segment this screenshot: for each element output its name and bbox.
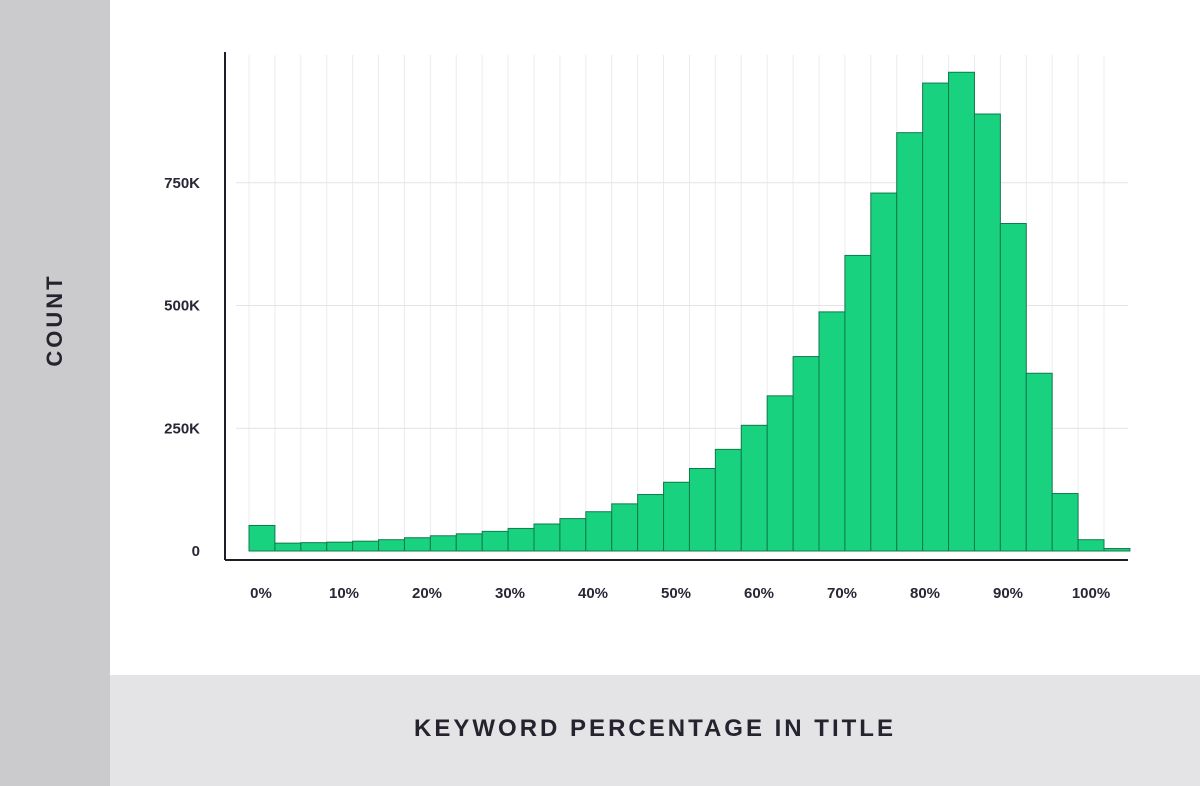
histogram-bar xyxy=(1051,493,1079,552)
x-tick-label: 90% xyxy=(993,585,1023,602)
y-tick-label: 500K xyxy=(164,298,200,315)
x-tick-label: 0% xyxy=(250,585,272,602)
histogram-bar xyxy=(429,535,457,552)
y-tick-label: 250K xyxy=(164,420,200,437)
histogram-bar xyxy=(507,527,535,552)
y-tick-label: 0 xyxy=(192,543,200,560)
histogram-bar xyxy=(585,511,613,552)
histogram-bar xyxy=(714,448,742,552)
x-tick-label: 20% xyxy=(412,585,442,602)
histogram-bar xyxy=(611,503,639,552)
x-tick-label: 80% xyxy=(910,585,940,602)
histogram-bar xyxy=(559,518,587,552)
histogram-bar xyxy=(766,395,794,552)
histogram-bar xyxy=(1025,372,1053,552)
y-axis-label-panel: COUNT xyxy=(0,0,110,786)
histogram-bar xyxy=(274,542,302,552)
x-tick-label: 60% xyxy=(744,585,774,602)
histogram-bar xyxy=(1103,548,1131,552)
histogram-bar xyxy=(999,223,1027,552)
histogram-bar xyxy=(326,541,354,552)
histogram-bar xyxy=(352,540,380,552)
bars xyxy=(248,71,1131,552)
histogram-bar xyxy=(663,481,690,552)
axes xyxy=(224,52,1128,561)
histogram-bar xyxy=(637,494,665,552)
histogram-bar xyxy=(248,524,276,552)
histogram-chart: 0 250K 500K 750K 0% 10% 20% 30% 40% 50% 60% 70% 80% 9… xyxy=(164,52,1131,602)
x-axis-label-panel: KEYWORD PERCENTAGE IN TITLE xyxy=(110,675,1200,786)
histogram-bar xyxy=(792,356,820,552)
histogram-bar xyxy=(844,254,872,552)
x-tick-label: 100% xyxy=(1072,585,1110,602)
histogram-bar xyxy=(740,424,768,552)
histogram-bar xyxy=(896,132,924,552)
tick-labels: 0 250K 500K 750K 0% 10% 20% 30% 40% 50% 60% 70% 80% 9… xyxy=(164,175,1110,602)
histogram-bar xyxy=(870,192,898,552)
histogram-bar xyxy=(818,311,846,552)
histogram-bar xyxy=(948,71,975,552)
histogram-bar xyxy=(533,523,561,552)
x-tick-label: 40% xyxy=(578,585,608,602)
y-tick-label: 750K xyxy=(164,175,200,192)
x-axis-label: KEYWORD PERCENTAGE IN TITLE xyxy=(414,715,896,742)
histogram-bar xyxy=(688,468,716,552)
x-tick-label: 30% xyxy=(495,585,525,602)
histogram-bar xyxy=(973,113,1001,552)
x-tick-label: 70% xyxy=(827,585,857,602)
histogram-bar xyxy=(300,542,328,552)
x-tick-label: 10% xyxy=(329,585,359,602)
histogram-bar xyxy=(922,82,950,552)
histogram-bar xyxy=(455,533,483,552)
histogram-bar xyxy=(403,537,431,552)
histogram-bar xyxy=(378,539,405,552)
x-tick-label: 50% xyxy=(661,585,691,602)
histogram-bar xyxy=(1077,539,1105,552)
histogram-bar xyxy=(481,530,509,552)
